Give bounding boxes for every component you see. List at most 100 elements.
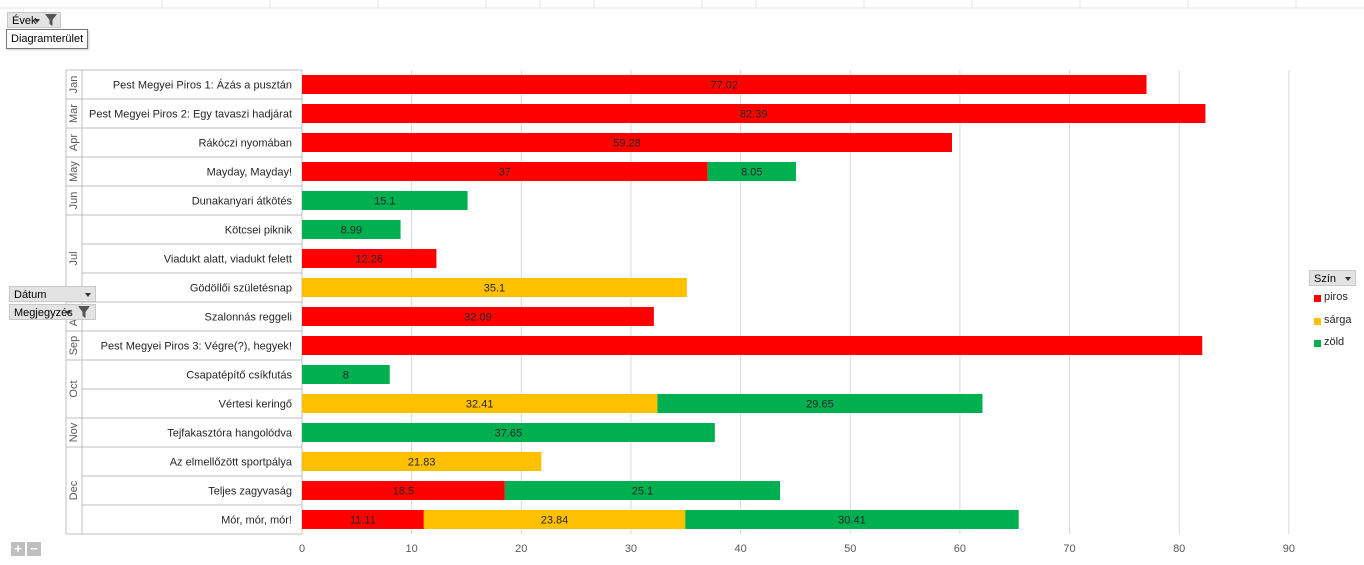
x-tick-label: 70 xyxy=(1063,543,1075,555)
expand-button[interactable]: + xyxy=(11,542,25,556)
note-filter-button[interactable]: Megjegyzés xyxy=(9,304,96,320)
category-label: Mór, mór, mór! xyxy=(221,515,292,527)
category-label: Csapatépítő csíkfutás xyxy=(186,370,292,382)
x-tick-label: 80 xyxy=(1173,543,1185,555)
bar-zöld xyxy=(707,162,796,181)
years-filter-button[interactable]: Évek xyxy=(7,12,61,28)
month-label: Mar xyxy=(68,104,80,123)
bar-zöld xyxy=(302,220,401,239)
bar-zöld xyxy=(302,423,715,442)
collapse-button[interactable]: − xyxy=(27,542,41,556)
category-label: Pest Megyei Piros 2: Egy tavaszi hadjára… xyxy=(89,109,292,121)
category-label: Viadukt alatt, viadukt felett xyxy=(164,254,292,266)
data-label: 32.41 xyxy=(466,399,494,411)
bar-zöld xyxy=(685,510,1019,529)
data-labels: 77.02 82.39 59.28 37 8.05 15.1 8.99 12.26 35.1 32… xyxy=(341,80,866,527)
data-label: 32.09 xyxy=(464,312,492,324)
legend-swatch-sarga xyxy=(1314,318,1321,325)
chart-area-tooltip: Diagramterület xyxy=(6,29,89,49)
legend-label-piros: piros xyxy=(1324,291,1348,303)
x-tick-label: 10 xyxy=(406,543,418,555)
years-filter-label: Évek xyxy=(12,15,37,27)
bar-piros xyxy=(302,307,654,326)
data-label: 77.02 xyxy=(710,80,738,92)
chevron-down-icon xyxy=(1345,277,1351,281)
date-field-label: Dátum xyxy=(14,289,47,301)
filter-icon xyxy=(45,14,57,26)
month-label: Dec xyxy=(68,480,80,500)
category-label: Pest Megyei Piros 3: Végre(?), hegyek! xyxy=(101,341,292,353)
x-tick-label: 40 xyxy=(734,543,746,555)
data-label: 37 xyxy=(499,167,511,179)
data-label: 8 xyxy=(343,370,349,382)
category-label: Teljes zagyvaság xyxy=(208,486,292,498)
bars xyxy=(302,75,1206,529)
bar-sárga xyxy=(423,510,686,529)
category-label: Pest Megyei Piros 1: Ázás a pusztán xyxy=(113,79,292,92)
category-label: Mayday, Mayday! xyxy=(207,167,292,179)
x-tick-label: 60 xyxy=(954,543,966,555)
data-label: 12.26 xyxy=(355,254,383,266)
color-field-label: Szín xyxy=(1314,273,1337,285)
category-label: Kötcsei piknik xyxy=(225,225,293,237)
bar-sárga xyxy=(302,394,658,413)
data-label: 8.05 xyxy=(741,167,762,179)
bar-sárga xyxy=(302,452,542,471)
data-label: 35.1 xyxy=(484,283,505,295)
bar-piros xyxy=(302,249,437,268)
bar-piros xyxy=(302,75,1147,94)
bar-piros xyxy=(302,510,424,529)
data-label: 59.28 xyxy=(613,138,641,150)
legend-label-zold: zöld xyxy=(1324,336,1345,348)
month-label: Nov xyxy=(68,422,80,442)
category-label: Gödöllői születésnap xyxy=(190,283,292,295)
month-label: Oct xyxy=(68,380,80,397)
month-label: Sep xyxy=(68,336,80,356)
month-label: Apr xyxy=(68,134,80,151)
category-label: Tejfakasztóra hangolódva xyxy=(167,428,293,440)
bar-piros xyxy=(302,336,1203,355)
bar-piros xyxy=(302,133,953,152)
data-label: 82.39 xyxy=(740,109,768,121)
x-tick-label: 0 xyxy=(299,543,305,555)
data-label: 30.41 xyxy=(838,515,866,527)
bar-zöld xyxy=(302,191,468,210)
sheet-gridlines xyxy=(0,0,1364,9)
category-label: Dunakanyari átkötés xyxy=(192,196,293,208)
data-label: 18.5 xyxy=(393,486,414,498)
color-field-button[interactable]: Szín xyxy=(1309,270,1356,286)
x-tick-label: 90 xyxy=(1283,543,1295,555)
x-tick-label: 50 xyxy=(844,543,856,555)
chevron-down-icon xyxy=(34,19,40,23)
category-label: Az elmellőzött sportpálya xyxy=(170,457,293,469)
bar-piros xyxy=(302,104,1206,123)
data-label: 23.84 xyxy=(541,515,569,527)
data-label: 25.1 xyxy=(632,486,653,498)
bar-zöld xyxy=(504,481,781,500)
data-label: 11.11 xyxy=(350,515,376,527)
date-field-button[interactable]: Dátum xyxy=(9,286,96,302)
filter-icon xyxy=(78,306,90,318)
month-label: Jun xyxy=(68,192,80,210)
data-label: 21.83 xyxy=(408,457,436,469)
data-label: 8.99 xyxy=(341,225,362,237)
category-label: Vértesi keringő xyxy=(219,399,292,411)
value-axis-ticks: 0 10 20 30 40 50 60 70 80 90 xyxy=(299,543,1295,555)
month-label: May xyxy=(68,161,80,182)
category-label: Szalonnás reggeli xyxy=(205,312,292,324)
x-tick-label: 20 xyxy=(515,543,527,555)
x-tick-label: 30 xyxy=(625,543,637,555)
data-label: 29.65 xyxy=(806,399,834,411)
data-label: 15.1 xyxy=(374,196,395,208)
month-label: Jan xyxy=(68,76,80,94)
legend-label-sarga: sárga xyxy=(1324,314,1352,326)
bar-zöld xyxy=(302,365,390,384)
bar-piros xyxy=(302,162,708,181)
month-label: Jul xyxy=(68,251,80,265)
chevron-down-icon xyxy=(65,311,71,315)
chevron-down-icon xyxy=(85,293,91,297)
bar-piros xyxy=(302,481,505,500)
data-label: 37.65 xyxy=(495,428,523,440)
category-labels: Pest Megyei Piros 1: Ázás a pusztán Pest … xyxy=(89,79,293,527)
